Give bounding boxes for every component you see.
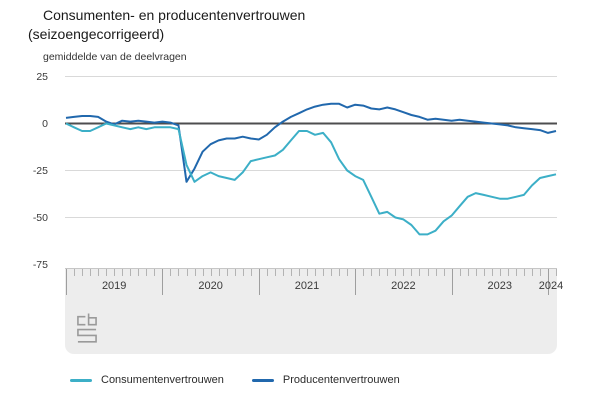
month-tick [556,269,558,276]
month-tick [170,269,172,276]
y-axis-tick-label: -50 [32,211,48,224]
month-tick [475,269,477,276]
producer-line-swatch [251,378,274,382]
x-axis-year-label: 2024 [538,280,564,292]
series-line-producentenvertrouwen [65,102,557,183]
month-tick [515,269,517,276]
month-tick [82,269,84,276]
month-tick [218,269,220,276]
legend-label: Consumentenvertrouwen [101,374,224,386]
consumer-line-swatch [70,378,92,382]
month-tick [371,269,373,276]
month-tick [90,269,92,276]
month-tick [226,269,228,276]
y-axis-tick-label: -75 [32,258,48,271]
month-tick [331,269,333,276]
month-tick [483,269,485,276]
month-tick [138,269,140,276]
legend-label: Producentenvertrouwen [282,374,400,386]
chart-title-line1: Consumenten- en producentenvertrouwen [43,7,306,23]
x-axis-year-label: 2020 [198,280,223,292]
x-axis-year-label: 2019 [101,280,127,292]
chart-legend: Consumentenvertrouwen Producentenvertrou… [70,374,428,386]
month-tick [146,269,148,276]
month-tick [74,269,76,276]
month-tick [210,269,212,276]
month-tick [395,269,397,276]
cbs-logo-icon [77,313,97,343]
month-tick [130,269,132,276]
chart-title: Consumenten- en producentenvertrouwen (s… [28,6,448,44]
month-tick [194,269,196,276]
month-tick [379,269,381,276]
chart-title-line2: (seizoengecorrigeerd) [28,26,165,42]
year-tick [451,269,453,295]
chart-subtitle: gemiddelde van de deelvragen [43,51,187,63]
month-tick [282,269,284,276]
legend-item-consumentenvertrouwen[interactable]: Consumentenvertrouwen [70,374,224,386]
month-tick [307,269,308,276]
legend-item-producentenvertrouwen[interactable]: Producentenvertrouwen [251,374,400,386]
x-axis-year-label: 2021 [294,280,320,292]
month-tick [459,269,461,276]
month-tick [491,269,493,276]
month-tick [274,269,276,276]
month-tick [290,269,292,276]
year-tick [355,269,357,295]
month-tick [419,269,421,276]
series-line-consumentenvertrouwen [65,122,557,236]
y-axis-tick-label: -25 [32,164,48,177]
year-tick [548,269,549,295]
month-tick [531,269,533,276]
month-tick [411,269,413,276]
month-tick [323,269,325,276]
month-tick [178,269,180,276]
x-axis-band: 2019 2020 2021 2022 2023 2024 [65,268,563,354]
month-tick [443,269,445,276]
year-tick [258,269,260,295]
month-tick [315,269,317,276]
month-tick [387,269,389,276]
x-axis-year-label: 2023 [487,280,513,292]
month-tick [523,269,525,276]
month-tick [539,269,541,276]
month-tick [347,269,349,276]
month-tick [114,269,116,276]
month-tick [154,269,156,276]
x-axis-year-label: 2022 [391,280,416,292]
month-tick [234,269,236,276]
month-tick [363,269,365,276]
month-tick [467,269,469,276]
year-tick [162,269,164,295]
year-tick [66,269,67,295]
month-tick [339,269,341,276]
month-tick [435,269,437,276]
y-axis-tick-label: 0 [42,117,48,130]
month-tick [186,269,188,276]
month-tick [242,269,244,276]
month-tick [250,269,252,276]
month-tick [106,269,108,276]
month-tick [98,269,100,276]
month-tick [499,269,501,276]
y-axis-tick-label: 25 [36,70,48,83]
month-tick [507,269,509,276]
month-tick [298,269,300,276]
month-tick [202,269,204,276]
month-tick [122,269,124,276]
month-tick [427,269,429,276]
month-tick [266,269,268,276]
month-tick [403,269,405,276]
